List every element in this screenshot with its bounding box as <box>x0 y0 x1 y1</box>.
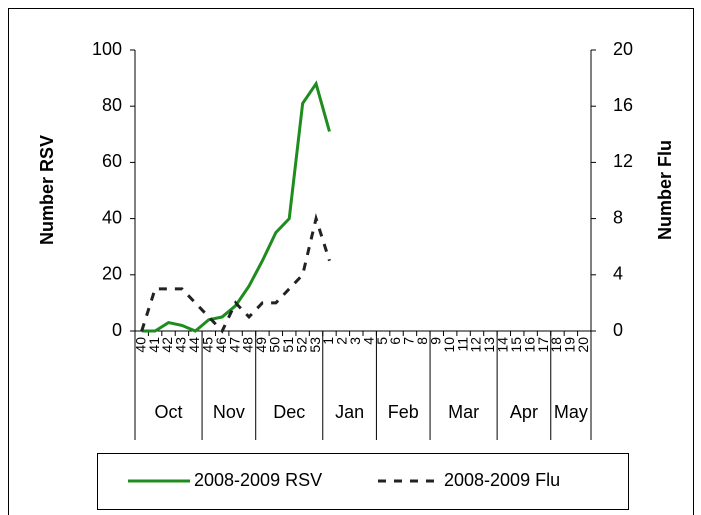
x-tick-label: 20 <box>575 337 591 353</box>
x-group-label: Apr <box>510 402 538 422</box>
legend-label: 2008-2009 RSV <box>194 470 322 490</box>
x-tick-label: 10 <box>441 337 457 353</box>
legend-box <box>97 453 629 510</box>
x-tick-label: 13 <box>481 337 497 353</box>
x-group-label: Dec <box>273 402 305 422</box>
x-tick-label: 44 <box>186 337 202 353</box>
x-group-label: May <box>554 402 588 422</box>
y2-axis-title: Number Flu <box>655 140 675 240</box>
x-tick-label: 45 <box>199 337 215 353</box>
x-tick-label: 2 <box>334 337 350 345</box>
x-tick-label: 16 <box>521 337 537 353</box>
x-tick-label: 48 <box>240 337 256 353</box>
x-tick-label: 18 <box>548 337 564 353</box>
x-tick-label: 17 <box>535 337 551 353</box>
x-tick-label: 5 <box>374 337 390 345</box>
y2-tick-label: 12 <box>613 151 633 171</box>
y-tick-label: 100 <box>92 39 122 59</box>
x-tick-label: 47 <box>226 337 242 353</box>
x-tick-label: 40 <box>132 337 148 353</box>
x-tick-label: 7 <box>401 337 417 345</box>
chart-frame <box>8 8 694 515</box>
x-group-label: Feb <box>388 402 419 422</box>
x-tick-label: 6 <box>387 337 403 345</box>
y2-tick-label: 20 <box>613 39 633 59</box>
x-tick-label: 8 <box>414 337 430 345</box>
y2-tick-label: 4 <box>613 264 623 284</box>
y2-tick-label: 0 <box>613 320 623 340</box>
x-tick-label: 1 <box>320 337 336 345</box>
x-tick-label: 4 <box>360 337 376 345</box>
y-tick-label: 0 <box>112 320 122 340</box>
x-group-label: Nov <box>213 402 245 422</box>
x-group-label: Oct <box>155 402 183 422</box>
y-tick-label: 80 <box>102 95 122 115</box>
legend-label: 2008-2009 Flu <box>444 470 560 490</box>
x-tick-label: 11 <box>454 337 470 352</box>
x-group-label: Jan <box>335 402 364 422</box>
x-tick-label: 19 <box>562 337 578 353</box>
x-tick-label: 15 <box>508 337 524 353</box>
y-tick-label: 60 <box>102 151 122 171</box>
series-line <box>141 80 331 333</box>
y2-tick-label: 8 <box>613 207 623 227</box>
series-line <box>140 213 331 334</box>
x-tick-label: 53 <box>307 337 323 353</box>
x-tick-label: 43 <box>173 337 189 353</box>
x-tick-label: 14 <box>495 337 511 353</box>
y-tick-label: 20 <box>102 264 122 284</box>
x-tick-label: 3 <box>347 337 363 345</box>
y2-tick-label: 16 <box>613 95 633 115</box>
x-tick-label: 50 <box>267 337 283 353</box>
y-axis-title: Number RSV <box>37 135 57 245</box>
x-tick-label: 12 <box>468 337 484 353</box>
x-tick-label: 42 <box>159 337 175 353</box>
y-tick-label: 40 <box>102 207 122 227</box>
x-tick-label: 51 <box>280 337 296 353</box>
x-group-label: Mar <box>448 402 479 422</box>
x-tick-label: 9 <box>427 337 443 345</box>
x-tick-label: 49 <box>253 337 269 353</box>
x-tick-label: 46 <box>213 337 229 353</box>
x-tick-label: 41 <box>146 337 162 353</box>
x-tick-label: 52 <box>293 337 309 353</box>
